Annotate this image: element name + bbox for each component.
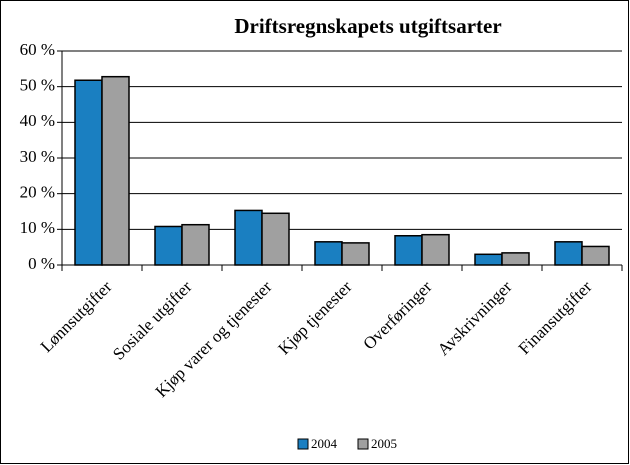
bar [394,235,423,266]
bar [234,209,263,266]
bar [74,79,103,266]
y-tick-label: 0 % [28,254,55,273]
y-tick-label: 60 % [20,40,55,59]
legend-label: 2004 [311,436,338,451]
bar [554,241,583,266]
legend-label: 2005 [371,436,397,451]
y-tick-label: 10 % [20,218,55,237]
y-tick-label: 50 % [20,76,55,95]
y-tick-label: 20 % [20,183,55,202]
bar [341,242,370,266]
legend-swatch [357,438,369,450]
y-tick-label: 30 % [20,147,55,166]
bar [581,245,610,266]
bar [154,225,183,266]
bar [421,233,450,266]
bar [101,75,130,266]
chart-title: Driftsregnskapets utgiftsarter [234,14,501,38]
bar [181,223,210,266]
bar [314,241,343,266]
legend-swatch [297,438,309,450]
bar [501,252,530,266]
bar [261,212,290,266]
y-tick-label: 40 % [20,111,55,130]
bar [474,253,503,266]
